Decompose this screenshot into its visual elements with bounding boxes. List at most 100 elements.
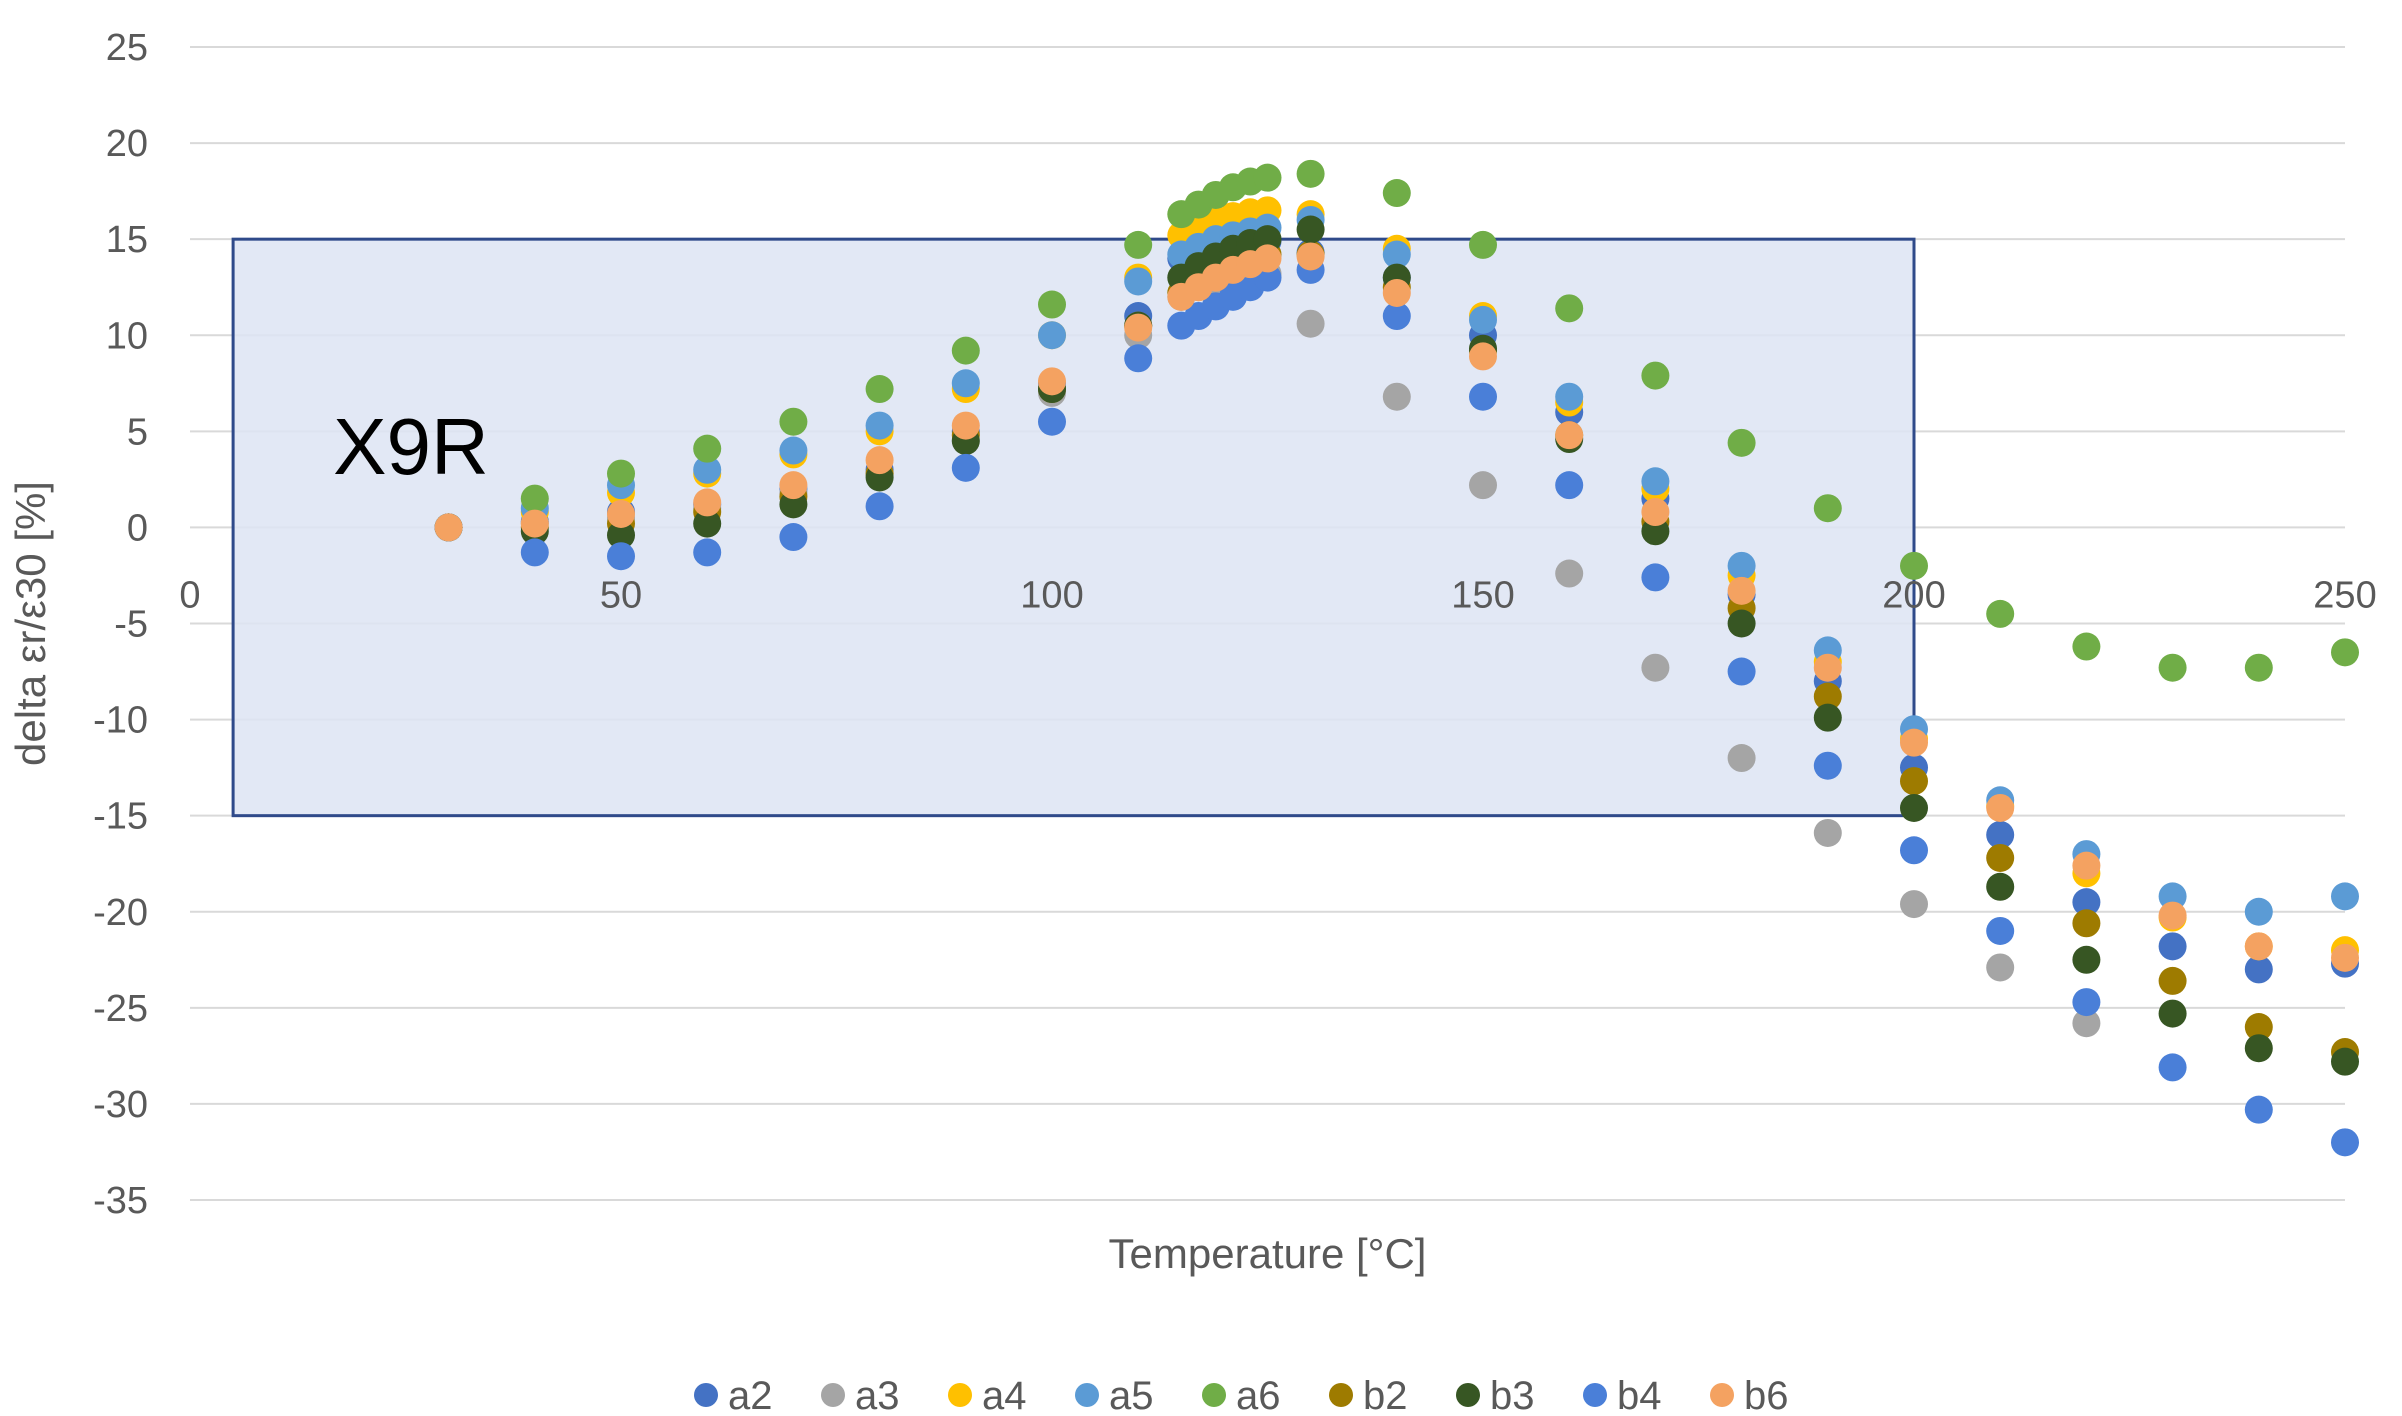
data-point-a6 [1296,159,1325,188]
data-point-a3 [1555,559,1584,588]
legend-label: a5 [1109,1374,1154,1416]
data-point-a2 [2158,932,2187,961]
data-point-b4 [1900,836,1928,865]
data-point-a6 [1382,179,1411,208]
legend-marker-b6 [1710,1383,1734,1407]
data-point-b4 [1555,471,1584,500]
data-point-b4 [1038,407,1066,436]
data-point-b6 [2158,901,2187,930]
data-point-a3 [1641,653,1670,682]
data-point-b6 [1253,244,1282,273]
data-point-b3 [1727,609,1756,638]
x-tick-label: 200 [1882,574,1945,616]
data-point-b4 [2072,988,2101,1017]
data-point-b6 [1124,313,1153,342]
data-point-b6 [520,509,549,538]
legend-marker-a4 [948,1383,972,1407]
data-point-a5 [1469,305,1497,334]
data-point-b2 [2072,909,2101,938]
data-point-a5 [1124,267,1153,296]
data-point-a6 [2158,653,2187,682]
y-tick-label: 0 [127,507,148,549]
data-point-b3 [2331,1047,2359,1076]
legend-label: a3 [855,1374,900,1416]
data-point-b2 [2158,966,2187,995]
data-point-a5 [1555,382,1584,411]
x-tick-label: 50 [600,574,642,616]
data-point-a6 [693,434,722,463]
y-tick-label: 10 [106,315,148,357]
data-points [434,159,2359,1157]
x-axis-ticks: 0 50 100 150 200 250 [179,574,2376,616]
data-point-b4 [1986,916,2015,945]
data-point-a5 [2158,882,2187,911]
data-point-a5 [1641,467,1670,496]
legend-label: a6 [1236,1374,1281,1416]
legend-marker-b3 [1456,1383,1480,1407]
x-tick-label: 150 [1451,574,1514,616]
data-point-a5 [779,436,808,465]
data-point-a6 [1727,428,1756,457]
data-point-b6 [1727,576,1756,605]
data-point-a5 [865,411,894,440]
data-point-a5 [1038,321,1066,350]
data-point-b3 [1641,517,1670,546]
data-point-a5 [2244,897,2273,926]
data-point-b2 [1813,682,1842,711]
data-point-a3 [1813,818,1842,847]
legend-label: b2 [1363,1374,1408,1416]
data-point-b6 [2072,851,2101,880]
data-point-a3 [1986,953,2015,982]
data-point-a6 [2331,638,2359,667]
data-point-b3 [1813,703,1842,732]
legend-label: a2 [728,1374,773,1416]
data-point-a6 [779,407,808,436]
data-point-b6 [1469,342,1497,371]
y-tick-label: -30 [93,1084,148,1126]
data-point-b6 [951,411,980,440]
data-point-a5 [2331,882,2359,911]
data-point-b4 [1727,657,1756,686]
data-point-b6 [1986,793,2015,822]
data-point-b6 [1641,498,1670,527]
data-point-b6 [434,513,463,542]
data-point-b3 [1253,225,1282,254]
data-point-b6 [1813,653,1842,682]
data-point-b4 [520,538,549,567]
data-point-a6 [865,375,894,404]
data-point-b4 [2158,1053,2187,1082]
data-point-a6 [1038,290,1066,319]
data-point-a3 [2072,1009,2101,1038]
data-point-a3 [1296,309,1325,338]
data-point-b3 [2158,999,2187,1028]
y-tick-label: -15 [93,796,148,838]
y-tick-label: -25 [93,988,148,1030]
data-point-a3 [1469,471,1497,500]
series-b6 [434,242,2359,972]
data-point-b4 [2331,1128,2359,1157]
data-point-b6 [2331,943,2359,972]
data-point-a2 [2244,955,2273,984]
data-point-b3 [607,521,635,550]
data-point-a3 [1382,382,1411,411]
legend-label: b6 [1744,1374,1789,1416]
data-point-a6 [1555,294,1584,323]
data-point-a5 [951,369,980,398]
x-axis-title: Temperature [°C] [1109,1230,1427,1277]
data-point-a5 [693,455,722,484]
y-tick-label: 5 [127,411,148,453]
data-point-b2 [1986,843,2015,872]
data-point-a5 [1727,551,1756,580]
data-point-b4 [865,492,894,521]
data-point-b4 [1124,344,1153,373]
data-point-b4 [1641,563,1670,592]
data-point-b4 [1813,751,1842,780]
data-point-b6 [1555,421,1584,450]
data-point-b4 [1469,382,1497,411]
data-point-b4 [779,523,808,552]
data-point-a6 [1986,599,2015,628]
x9r-region [231,237,1916,818]
data-point-b3 [693,509,722,538]
data-point-b2 [2244,1013,2273,1042]
data-point-a6 [1900,551,1928,580]
